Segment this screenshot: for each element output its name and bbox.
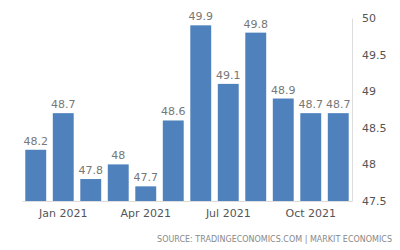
bar [108, 164, 129, 201]
x-axis-line [23, 201, 353, 202]
bar [135, 186, 156, 201]
bar [245, 33, 266, 201]
source: SOURCE: TRADINGECONOMICS.COM | MARKIT EC… [157, 235, 392, 244]
bar [300, 113, 321, 201]
bar [328, 113, 349, 201]
bar [80, 179, 101, 201]
data-label: 48.7 [51, 98, 76, 111]
x-tick: Apr 2021 [120, 201, 171, 220]
bar [273, 99, 294, 201]
x-tick-label: Jul 2021 [205, 207, 251, 220]
bar [53, 113, 74, 201]
x-axis: Jan 2021 Apr 2021 Jul 2021 Oct 2021 [23, 201, 353, 220]
y-tick: 50 [352, 12, 376, 25]
y-tick: 49 [352, 85, 376, 98]
y-tick-label: 48 [362, 158, 376, 171]
y-axis-line [352, 19, 353, 202]
data-label: 48 [111, 149, 125, 162]
y-tick-label: 50 [362, 12, 376, 25]
data-label: 48.6 [161, 105, 186, 118]
x-tick: Jul 2021 [205, 201, 251, 220]
data-label: 47.8 [79, 164, 104, 177]
y-tick-label: 47.5 [362, 195, 387, 208]
data-label: 49.1 [216, 69, 241, 82]
x-tick: Jan 2021 [38, 201, 87, 220]
x-tick-label: Oct 2021 [285, 207, 336, 220]
y-tick: 48.5 [352, 122, 387, 135]
data-label: 47.7 [134, 171, 159, 184]
x-tick-label: Apr 2021 [120, 207, 171, 220]
data-label: 49.8 [244, 18, 269, 31]
bars [25, 25, 348, 201]
bar [163, 120, 184, 201]
y-tick-label: 49.5 [362, 49, 387, 62]
y-tick: 47.5 [352, 195, 387, 208]
y-tick: 49.5 [352, 49, 387, 62]
data-label: 48.2 [24, 135, 49, 148]
y-tick: 48 [352, 158, 376, 171]
data-label: 48.7 [299, 98, 324, 111]
data-label: 48.7 [326, 98, 351, 111]
bar [190, 25, 211, 201]
data-labels: 48.248.747.84847.748.649.949.149.848.948… [24, 10, 351, 184]
data-label: 49.9 [189, 10, 214, 23]
y-tick-label: 49 [362, 85, 376, 98]
bar [218, 84, 239, 201]
data-label: 48.9 [271, 84, 296, 97]
y-axis: 47.5 48 48.5 49 49.5 50 [352, 12, 387, 208]
plot: 48.248.747.84847.748.649.949.149.848.948… [23, 10, 387, 219]
bar [25, 150, 46, 201]
x-tick-label: Jan 2021 [38, 207, 87, 220]
y-tick-label: 48.5 [362, 122, 387, 135]
x-tick: Oct 2021 [285, 201, 336, 220]
chart: 48.248.747.84847.748.649.949.149.848.948… [0, 0, 400, 250]
